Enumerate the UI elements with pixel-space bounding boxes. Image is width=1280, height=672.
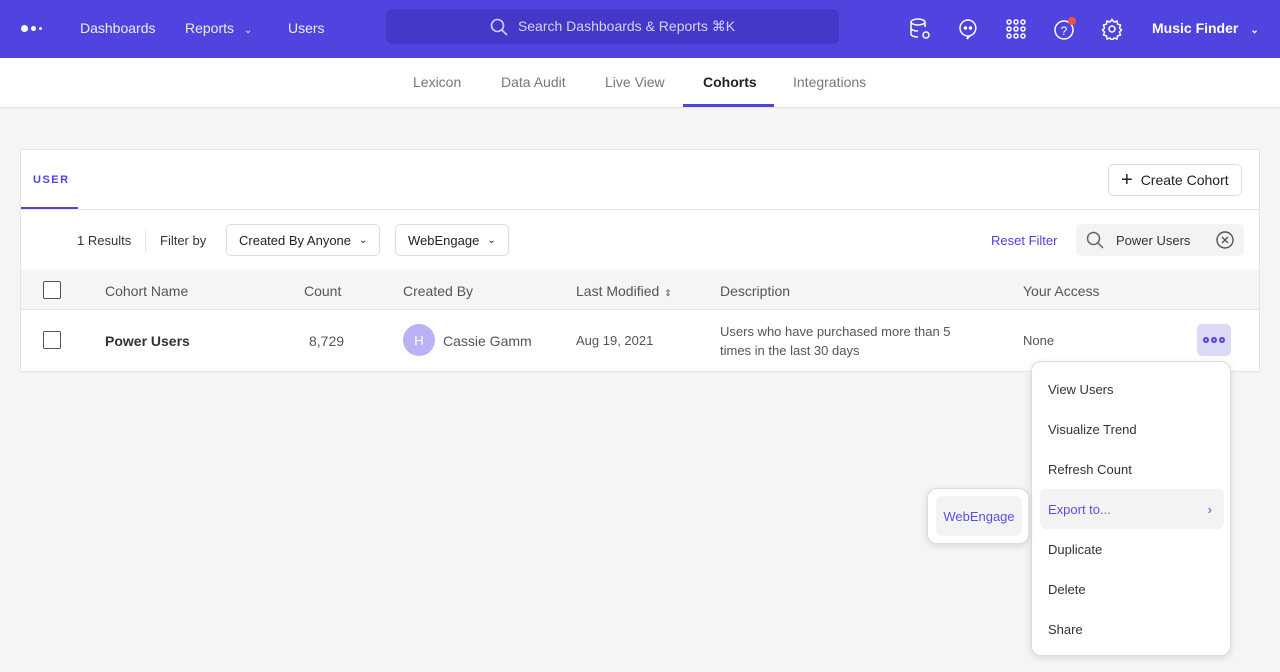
menu-duplicate[interactable]: Duplicate xyxy=(1048,541,1103,557)
header-created-by[interactable]: Created By xyxy=(403,283,474,299)
nav-dashboards[interactable]: Dashboards xyxy=(80,20,156,36)
svg-text:?: ? xyxy=(1061,24,1068,38)
project-name: Music Finder xyxy=(1152,20,1239,36)
header-your-access: Your Access xyxy=(1023,283,1100,299)
filter-by-label: Filter by xyxy=(160,233,207,248)
settings-icon[interactable] xyxy=(1099,16,1125,42)
menu-view-users[interactable]: View Users xyxy=(1048,381,1114,397)
search-bar[interactable]: Search Dashboards & Reports ⌘K xyxy=(386,9,839,44)
search-value: Power Users xyxy=(1116,232,1191,248)
divider xyxy=(21,209,1259,210)
select-all-checkbox[interactable] xyxy=(43,281,61,299)
chevron-right-icon: › xyxy=(1207,501,1212,517)
chat-icon[interactable] xyxy=(955,16,981,42)
reset-filter-link[interactable]: Reset Filter xyxy=(991,233,1058,248)
row-checkbox[interactable] xyxy=(43,331,61,349)
header-last-modified-label: Last Modified xyxy=(576,283,660,299)
clear-icon[interactable] xyxy=(1216,231,1234,249)
header-count[interactable]: Count xyxy=(304,283,342,299)
create-cohort-button[interactable]: + Create Cohort xyxy=(1108,164,1242,196)
nav-users[interactable]: Users xyxy=(288,20,325,36)
more-options-button[interactable] xyxy=(1197,324,1231,356)
sub-nav: Lexicon Data Audit Live View Cohorts Int… xyxy=(0,58,1280,108)
your-access: None xyxy=(1023,333,1055,348)
table-header xyxy=(21,270,1259,310)
chevron-down-icon: ⌄ xyxy=(359,234,368,246)
results-count: 1 Results xyxy=(77,233,132,248)
header-last-modified[interactable]: Last Modified ⇕ xyxy=(576,283,672,299)
menu-export-label: Export to... xyxy=(1048,501,1111,517)
cohorts-card: USER + Create Cohort 1 Results Filter by … xyxy=(20,149,1260,372)
user-tab-indicator xyxy=(21,207,78,209)
sort-icon: ⇕ xyxy=(664,288,672,298)
active-tab-indicator xyxy=(683,104,774,107)
tab-data-audit[interactable]: Data Audit xyxy=(501,74,566,90)
apps-grid-icon[interactable] xyxy=(1003,16,1029,42)
submenu-webengage[interactable]: WebEngage xyxy=(936,496,1022,536)
chevron-down-icon: ⌄ xyxy=(487,234,496,246)
menu-delete[interactable]: Delete xyxy=(1048,581,1086,597)
database-settings-icon[interactable] xyxy=(907,16,933,42)
cohort-count: 8,729 xyxy=(309,333,345,349)
cohort-search-input[interactable]: Power Users xyxy=(1076,224,1244,256)
search-icon xyxy=(1086,231,1104,249)
menu-refresh-count[interactable]: Refresh Count xyxy=(1048,461,1132,477)
project-selector[interactable]: Music Finder ⌄ xyxy=(1152,20,1259,36)
chevron-down-icon: ⌄ xyxy=(1250,25,1259,36)
header-cohort-name[interactable]: Cohort Name xyxy=(105,283,189,299)
tab-cohorts[interactable]: Cohorts xyxy=(703,74,757,90)
tab-user[interactable]: USER xyxy=(33,174,70,186)
integration-filter-dropdown[interactable]: WebEngage ⌄ xyxy=(395,224,509,256)
create-cohort-label: Create Cohort xyxy=(1140,172,1229,188)
top-bar: Dashboards Reports ⌄ Users Search Dashbo… xyxy=(0,0,1280,58)
menu-share[interactable]: Share xyxy=(1048,621,1083,637)
plus-icon: + xyxy=(1121,168,1133,191)
cohort-actions-menu: View Users Visualize Trend Refresh Count… xyxy=(1031,361,1231,656)
creator-filter-dropdown[interactable]: Created By Anyone ⌄ xyxy=(226,224,381,256)
created-by: Cassie Gamm xyxy=(443,333,532,349)
help-icon[interactable]: ? xyxy=(1051,16,1077,42)
cohort-name[interactable]: Power Users xyxy=(105,333,190,349)
last-modified: Aug 19, 2021 xyxy=(576,333,654,348)
nav-reports[interactable]: Reports ⌄ xyxy=(185,20,252,36)
integration-filter-value: WebEngage xyxy=(408,232,480,248)
avatar: H xyxy=(403,324,435,356)
nav-reports-label: Reports xyxy=(185,20,235,36)
divider xyxy=(145,230,146,252)
export-submenu: WebEngage xyxy=(927,488,1029,544)
tab-integrations[interactable]: Integrations xyxy=(793,74,867,90)
description: Users who have purchased more than 5 tim… xyxy=(720,324,951,358)
header-description: Description xyxy=(720,283,791,299)
menu-visualize-trend[interactable]: Visualize Trend xyxy=(1048,421,1137,437)
chevron-down-icon: ⌄ xyxy=(243,25,253,36)
tab-lexicon[interactable]: Lexicon xyxy=(413,74,462,90)
creator-filter-value: Created By Anyone xyxy=(239,232,352,248)
search-icon xyxy=(490,18,508,36)
tab-live-view[interactable]: Live View xyxy=(605,74,665,90)
search-placeholder: Search Dashboards & Reports ⌘K xyxy=(517,18,736,34)
menu-export-to[interactable]: Export to... › xyxy=(1040,489,1224,529)
logo-icon[interactable] xyxy=(21,25,42,32)
more-icon xyxy=(1203,337,1225,343)
